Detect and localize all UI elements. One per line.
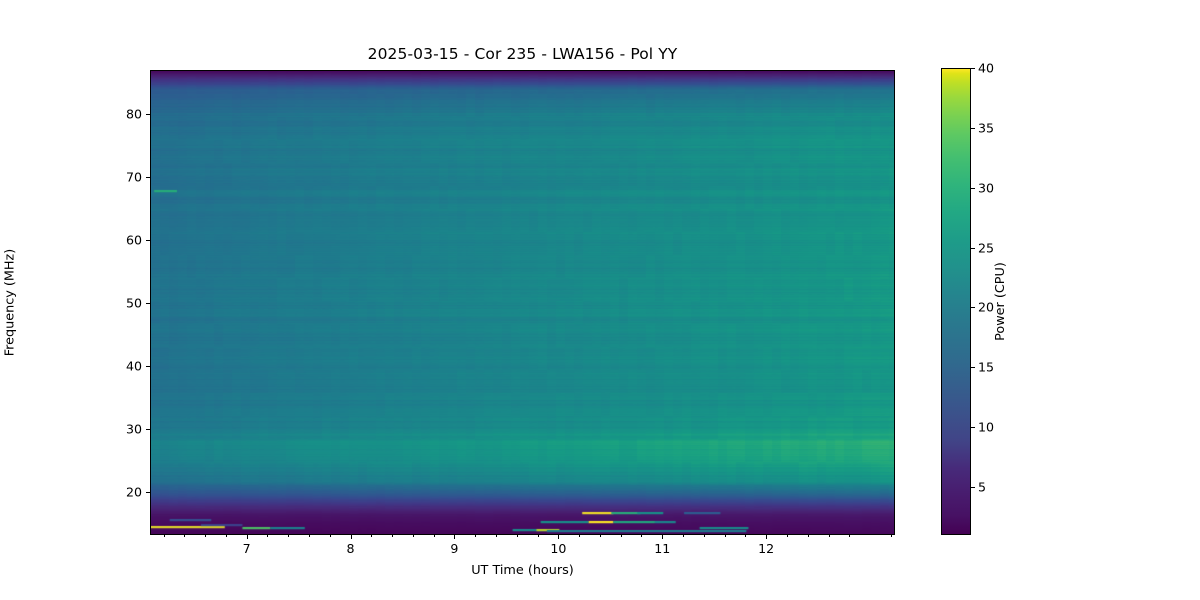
colorbar-tick-label: 40 [978, 60, 995, 76]
colorbar-tick [971, 68, 975, 69]
x-tick-minor [163, 535, 165, 538]
colorbar-tick-label: 35 [978, 120, 995, 136]
colorbar[interactable]: 5 10 15 20 25 30 35 40 [941, 61, 994, 535]
y-axis-title: Frequency (MHz) [0, 70, 20, 535]
colorbar-tick [971, 127, 975, 129]
x-tick-major [350, 535, 352, 539]
x-tick-minor [225, 535, 227, 538]
x-tick-major [766, 535, 768, 539]
spectrogram-canvas [151, 71, 894, 534]
colorbar-tick-label: 5 [978, 479, 987, 495]
y-tick-major [146, 303, 150, 305]
page-title: 2025-03-15 - Cor 235 - LWA156 - Pol YY [367, 45, 678, 63]
x-tick-minor [807, 535, 809, 538]
colorbar-tick [971, 487, 975, 489]
y-tick-label: 80 [125, 106, 142, 122]
x-tick-minor [267, 535, 269, 538]
x-tick-major [662, 535, 664, 539]
x-tick-minor [683, 535, 685, 538]
colorbar-tick [971, 307, 975, 309]
colorbar-tick-label: 25 [978, 240, 995, 256]
x-tick-minor [724, 535, 726, 538]
y-tick-label: 70 [125, 169, 142, 185]
colorbar-title: Power (CPU) [990, 68, 1010, 535]
y-tick-label: 40 [125, 358, 142, 374]
colorbar-tick [971, 367, 975, 369]
x-tick-label: 8 [346, 541, 355, 556]
x-tick-label: 9 [450, 541, 459, 556]
x-tick-minor [849, 535, 851, 538]
x-tick-label: 10 [550, 541, 567, 556]
x-tick-minor [516, 535, 518, 538]
x-tick-minor [890, 535, 892, 538]
x-tick-minor [308, 535, 310, 538]
x-tick-label: 12 [758, 541, 775, 556]
x-tick-minor [537, 535, 539, 538]
x-tick-minor [184, 535, 186, 538]
x-tick-label: 7 [242, 541, 251, 556]
x-tick-minor [288, 535, 290, 538]
y-tick-major [146, 429, 150, 431]
colorbar-tick [971, 247, 975, 249]
spectrogram-axes[interactable] [150, 70, 895, 535]
x-tick-minor [433, 535, 435, 538]
y-tick-major [146, 177, 150, 179]
x-tick-minor [703, 535, 705, 538]
colorbar-gradient [941, 68, 971, 535]
x-tick-minor [745, 535, 747, 538]
colorbar-tick [971, 427, 975, 429]
y-tick-major [146, 366, 150, 368]
x-tick-minor [205, 535, 207, 538]
x-tick-minor [412, 535, 414, 538]
x-axis-title: UT Time (hours) [471, 563, 574, 578]
y-tick-major [146, 492, 150, 494]
colorbar-tick [971, 187, 975, 189]
x-tick-minor [786, 535, 788, 538]
y-tick-major [146, 240, 150, 242]
x-tick-major [246, 535, 248, 539]
y-tick-label: 50 [125, 295, 142, 311]
colorbar-tick-label: 15 [978, 359, 995, 375]
colorbar-title-text: Power (CPU) [992, 262, 1008, 341]
x-tick-minor [579, 535, 581, 538]
x-tick-major [454, 535, 456, 539]
colorbar-tick-label: 20 [978, 299, 995, 315]
y-tick-major [146, 114, 150, 116]
x-tick-minor [475, 535, 477, 538]
y-axis-title-text: Frequency (MHz) [2, 248, 18, 357]
y-tick-label: 60 [125, 232, 142, 248]
y-tick-label: 30 [125, 421, 142, 437]
colorbar-tick-label: 30 [978, 180, 995, 196]
y-tick-label: 20 [125, 484, 142, 500]
x-tick-major [558, 535, 560, 539]
x-tick-minor [496, 535, 497, 538]
x-tick-minor [828, 535, 830, 538]
colorbar-tick-label: 10 [978, 419, 995, 435]
spectrogram-image [151, 71, 894, 534]
x-tick-minor [371, 535, 373, 538]
x-tick-minor [641, 535, 643, 538]
x-tick-minor [392, 535, 394, 538]
x-tick-label: 11 [654, 541, 671, 556]
x-tick-minor [599, 535, 601, 538]
x-tick-minor [620, 535, 622, 538]
x-tick-minor [329, 535, 331, 538]
